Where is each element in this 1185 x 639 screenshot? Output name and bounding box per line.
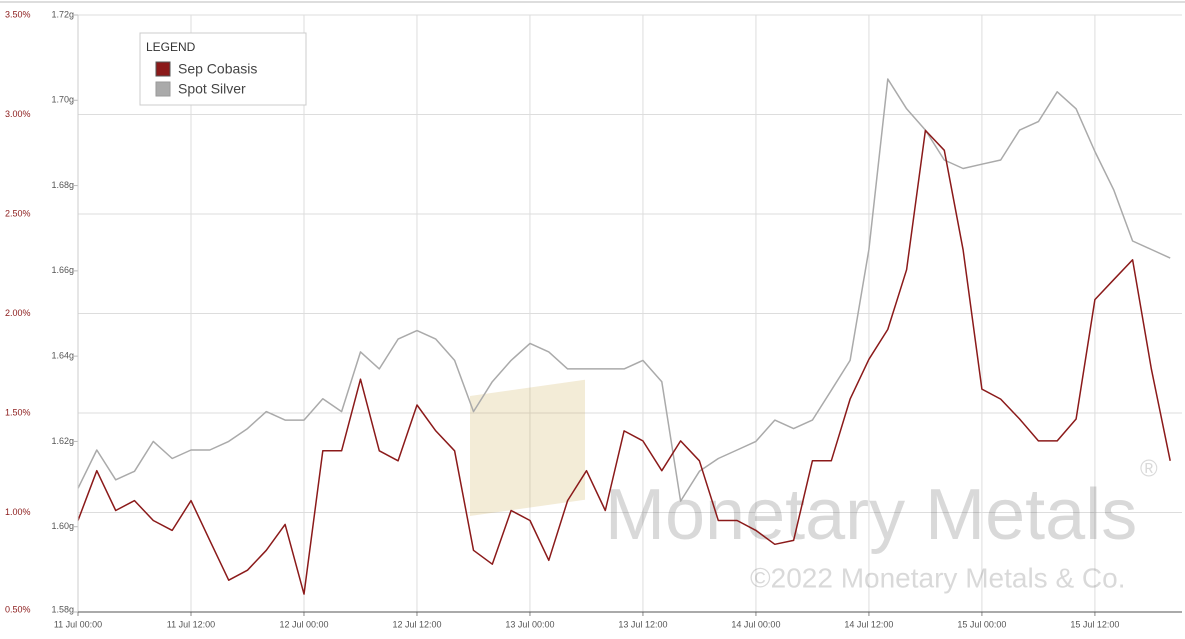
x-tick-label: 14 Jul 00:00 (731, 619, 780, 629)
watermark: Monetary Metals ® ©2022 Monetary Metals … (470, 379, 1158, 593)
legend-label[interactable]: Spot Silver (178, 81, 246, 97)
plot (77, 78, 1171, 595)
watermark-text: Monetary Metals (605, 475, 1137, 555)
y-tick-label: 2.00% (5, 308, 31, 318)
watermark-copyright: ©2022 Monetary Metals & Co. (750, 562, 1125, 593)
y2-tick-label: 1.68g (51, 180, 74, 190)
x-tick-label: 12 Jul 00:00 (279, 619, 328, 629)
y-tick-label: 2.50% (5, 208, 31, 218)
legend-label[interactable]: Sep Cobasis (178, 61, 257, 77)
x-tick-label: 13 Jul 12:00 (618, 619, 667, 629)
x-tick-label: 15 Jul 00:00 (957, 619, 1006, 629)
x-tick-label: 13 Jul 00:00 (505, 619, 554, 629)
y2-tick-label: 1.70g (51, 95, 74, 105)
series-line (77, 78, 1171, 502)
y2-tick-label: 1.72g (51, 9, 74, 19)
watermark-mark: ® (1140, 455, 1158, 482)
legend-swatch (155, 61, 171, 77)
y-tick-label: 1.50% (5, 407, 31, 417)
y2-tick-label: 1.60g (51, 521, 74, 531)
legend-title: LEGEND (146, 40, 196, 54)
series-line (77, 129, 1171, 595)
x-tick-label: 11 Jul 00:00 (54, 619, 102, 629)
watermark-logo (470, 379, 585, 516)
y2-tick-label: 1.58g (51, 604, 74, 614)
y-tick-label: 3.50% (5, 9, 31, 19)
legend-swatch (155, 81, 171, 97)
x-tick-label: 14 Jul 12:00 (844, 619, 893, 629)
x-tick-label: 15 Jul 12:00 (1070, 619, 1119, 629)
y-tick-label: 1.00% (5, 507, 31, 517)
y2-tick-label: 1.66g (51, 265, 74, 275)
y-tick-label: 0.50% (5, 604, 31, 614)
y-tick-label: 3.00% (5, 109, 31, 119)
y2-tick-label: 1.62g (51, 436, 74, 446)
x-tick-label: 11 Jul 12:00 (167, 619, 215, 629)
legend: LEGEND Sep Cobasis Spot Silver (139, 32, 307, 106)
x-tick-label: 12 Jul 12:00 (392, 619, 441, 629)
y2-tick-label: 1.64g (51, 351, 74, 361)
